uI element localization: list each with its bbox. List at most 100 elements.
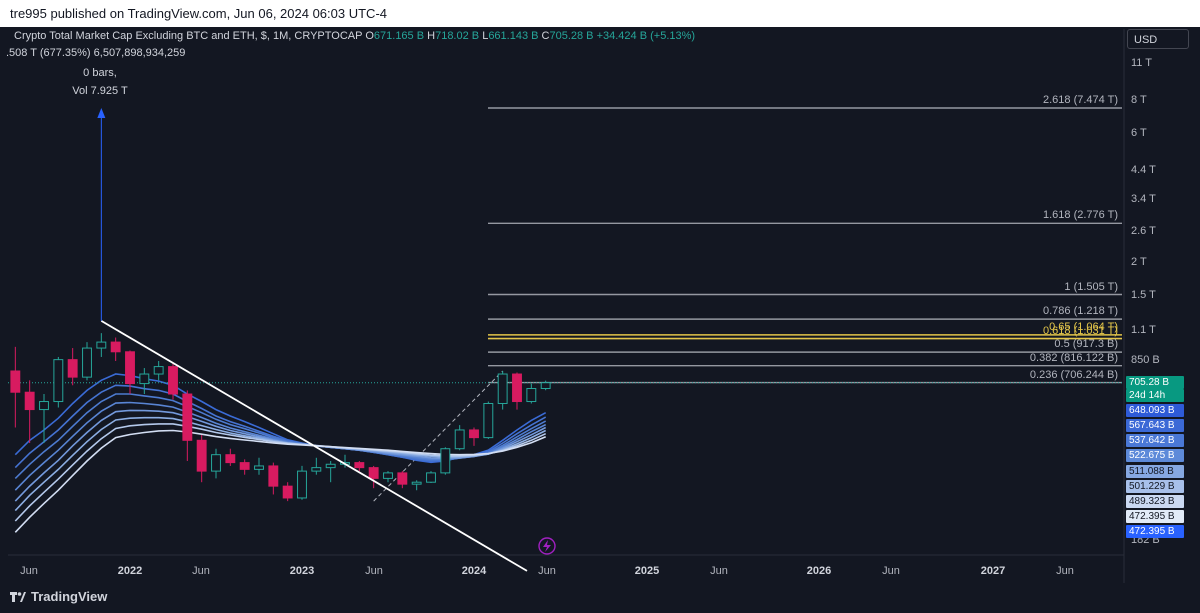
- price-tick-label: 850 B: [1131, 354, 1160, 366]
- high-value: 718.02 B: [435, 30, 480, 42]
- high-key: H: [427, 30, 436, 42]
- publish-header: tre995 published on TradingView.com, Jun…: [0, 0, 1200, 27]
- price-tick-label: 8 T: [1131, 94, 1147, 106]
- close-key: C: [541, 30, 550, 42]
- fib-level-label: 0.65 (1.064 T): [1049, 320, 1118, 333]
- fib-level-label: 2.618 (7.474 T): [1042, 94, 1118, 106]
- price-axis-tag: 501.229 B: [1126, 480, 1184, 493]
- candle-body: [297, 470, 307, 499]
- candle-body: [254, 465, 264, 470]
- price-tick-label: 6 T: [1131, 127, 1147, 139]
- price-axis-tag: 522.675 B: [1126, 449, 1184, 462]
- price-tick-label: 1.5 T: [1131, 289, 1156, 301]
- time-tick-label: 2024: [461, 565, 487, 577]
- candle-body: [526, 388, 537, 403]
- candle-body: [454, 429, 465, 450]
- fib-level-label: 0.5 (917.3 B): [1054, 338, 1118, 351]
- candle-body: [311, 467, 322, 472]
- candle-body: [10, 370, 21, 393]
- price-tick-label: 2 T: [1131, 256, 1147, 268]
- candle-body: [196, 439, 207, 472]
- candle-body: [383, 472, 393, 479]
- plot-area: [8, 29, 1122, 555]
- fib-level-label: 1 (1.505 T): [1064, 280, 1118, 293]
- candle-body: [440, 448, 451, 474]
- price-axis-tag: 511.088 B: [1126, 465, 1184, 478]
- lightning-icon: [543, 540, 551, 552]
- candle-body: [53, 359, 64, 403]
- candle-body: [125, 351, 135, 385]
- downtrend-line: [100, 320, 528, 572]
- time-tick-label: 2027: [980, 565, 1006, 577]
- candle-body: [182, 393, 193, 441]
- candle-body: [82, 347, 92, 378]
- candle-body: [24, 391, 35, 411]
- candle-body: [96, 341, 107, 349]
- fib-level-label: 0.382 (816.122 B): [1029, 351, 1118, 364]
- time-tick-label: Jun: [710, 565, 728, 577]
- close-value: 705.28 B: [549, 30, 594, 42]
- candle-body: [139, 373, 150, 385]
- ohlc-legend: Crypto Total Market Cap Excluding BTC an…: [14, 30, 695, 42]
- time-tick-label: Jun: [1056, 565, 1074, 577]
- price-tick-label: 1.1 T: [1131, 324, 1156, 336]
- candle-body: [39, 401, 49, 411]
- tradingview-logo-icon: [10, 592, 26, 602]
- candle-body: [354, 462, 365, 469]
- publish-header-text: tre995 published on TradingView.com, Jun…: [10, 6, 387, 21]
- measure-volume: Vol 7.925 T: [72, 85, 128, 97]
- open-value: 671.165 B: [373, 30, 425, 42]
- candle-body: [168, 366, 178, 395]
- fib-level-label: 0.618 (1.031 T): [1042, 324, 1118, 337]
- measure-readout: .508 T (677.35%) 6,507,898,934,259: [6, 47, 186, 59]
- symbol-title: Crypto Total Market Cap Excluding BTC an…: [14, 30, 363, 42]
- candle-body: [225, 454, 236, 464]
- time-tick-label: Jun: [538, 565, 556, 577]
- price-axis-tag: 472.395 B: [1126, 525, 1184, 538]
- moving-average-line: [14, 429, 547, 533]
- time-tick-label: Jun: [882, 565, 900, 577]
- price-tick-label: 4.4 T: [1131, 164, 1156, 176]
- candle-body: [540, 382, 551, 389]
- moving-average-line: [14, 423, 547, 522]
- currency-selector[interactable]: USD: [1127, 29, 1189, 49]
- time-tick-label: 2025: [634, 565, 660, 577]
- candle-body: [397, 472, 408, 485]
- time-tick-label: Jun: [192, 565, 210, 577]
- lightning-icon: [538, 537, 556, 555]
- price-axis-tag: 648.093 B: [1126, 404, 1184, 417]
- candle-body: [153, 366, 164, 375]
- time-tick-label: Jun: [20, 565, 38, 577]
- candle-body: [67, 359, 78, 378]
- open-key: O: [365, 30, 374, 42]
- time-tick-label: Jun: [365, 565, 383, 577]
- fib-level-label: 0.786 (1.218 T): [1042, 305, 1118, 318]
- footer-brand: TradingView: [31, 589, 108, 604]
- fib-anchor-line: [373, 370, 504, 502]
- price-tick-label: 3.4 T: [1131, 193, 1156, 205]
- time-tick-label: 2023: [289, 565, 315, 577]
- fib-level-label: 1.618 (2.776 T): [1042, 209, 1118, 222]
- low-key: L: [482, 30, 489, 42]
- candle-body: [368, 467, 379, 479]
- low-value: 661.143 B: [488, 30, 539, 42]
- measure-bars: 0 bars,: [83, 67, 117, 79]
- change-value: +34.424 B (+5.13%): [596, 30, 696, 42]
- candle-body: [211, 454, 221, 472]
- price-axis-tag: 472.395 B: [1126, 510, 1184, 523]
- fib-level-label: 0.236 (706.244 B): [1029, 368, 1118, 381]
- footer-bar: TradingView: [0, 583, 1200, 613]
- candle-body: [426, 472, 436, 483]
- candle-body: [469, 429, 479, 439]
- candle-body: [282, 485, 293, 499]
- price-axis-tag: 489.323 B: [1126, 495, 1184, 508]
- price-axis-tag: 567.643 B: [1126, 419, 1184, 432]
- price-axis-tag: 705.28 B: [1126, 376, 1184, 389]
- price-axis-tag: 537.642 B: [1126, 434, 1184, 447]
- candle-body: [512, 373, 522, 403]
- price-tick-label: 11 T: [1131, 57, 1152, 69]
- measure-arrow-head: [97, 108, 106, 118]
- candle-body: [497, 373, 508, 404]
- time-tick-label: 2022: [117, 565, 143, 577]
